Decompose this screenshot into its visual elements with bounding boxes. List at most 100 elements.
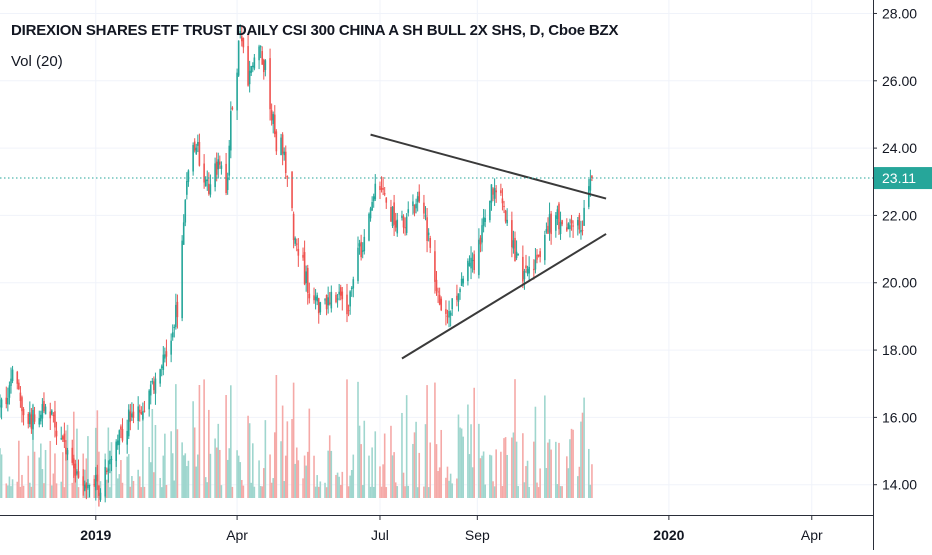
candle [269,48,271,121]
candle [569,218,571,238]
candle-body [413,204,416,214]
volume-bar [313,455,315,498]
candle-body [547,225,549,234]
candle [319,301,322,315]
candle [385,197,388,209]
volume-bar [175,384,177,498]
candle [451,298,454,316]
candle-body [96,474,99,482]
candle-body [0,405,1,407]
volume-bar [481,455,483,498]
volume-bar [129,486,132,498]
candle-body [424,215,427,217]
candle-body [297,248,300,256]
candle-body [525,265,527,269]
candle [484,209,486,228]
candle-body [544,234,546,261]
candle-body [434,251,436,282]
volume-bar [548,439,551,498]
candle-body [65,447,67,455]
candle [29,401,31,428]
volume-bar [418,452,421,498]
candle [237,40,240,78]
volume-bar [96,410,99,498]
trendline-lower[interactable] [401,233,607,360]
volume-indicator-label[interactable]: Vol (20) [11,53,63,70]
candle-body [204,179,207,187]
candle-body [479,237,482,245]
candle-body [286,176,289,178]
volume-bar [220,485,223,498]
candle [43,392,45,413]
candle [49,402,52,430]
last-price-badge [873,167,932,190]
candle-body [548,214,551,233]
candle [457,293,460,312]
volume-bar [493,486,496,498]
candle-body [481,225,483,243]
candle-body [82,476,85,486]
candles [0,24,593,507]
candle-body [209,184,212,195]
volume-bar [225,395,227,498]
candle [164,347,166,363]
volume-bar [358,425,361,498]
volume-bar [280,441,282,498]
candle [295,238,298,252]
volume-bar [19,486,22,498]
volume-bar [415,421,417,498]
candle [41,398,44,428]
volume-bar [492,481,494,498]
candle-body [248,70,251,85]
candle-body [32,409,34,430]
candle [303,240,306,286]
candle-body [115,441,117,462]
candle-body [225,163,227,194]
candle [437,287,439,303]
candle [440,296,443,312]
candle-body [313,295,315,301]
volume-bar [383,433,386,498]
candle-body [457,293,460,302]
volume-bar [291,419,293,498]
trendline-upper[interactable] [370,133,607,200]
candle [214,157,216,192]
volume-bar [391,455,394,498]
volume-bar [566,456,568,498]
candle-body [138,409,141,413]
candle-body [292,213,295,241]
candle-body [72,458,75,469]
candle [478,228,480,279]
candle [490,184,493,211]
candle [197,134,199,153]
candle-body [294,238,296,244]
candle [495,185,497,203]
volume-bar [504,437,507,498]
volume-bar [484,484,486,498]
candle [258,44,260,70]
candle-body [369,208,372,219]
candle-body [30,414,33,429]
candle [470,246,472,280]
candle [291,171,293,212]
candle [264,59,267,77]
candle [241,25,243,47]
candle [98,484,100,507]
candle-body [173,326,176,328]
candle-body [460,278,463,286]
candle-body [567,223,570,229]
candle-body [512,240,515,249]
candle-body [215,161,218,175]
candle-body [536,254,538,260]
candle-body [21,397,23,412]
volume-bar [347,486,350,498]
trendlines[interactable] [370,133,607,360]
candle-body [412,201,414,206]
candle-body [314,296,317,301]
candle-body [22,408,25,416]
candle [44,403,47,415]
candle-body [526,268,529,274]
candle-body [470,257,472,269]
candle-body [247,46,249,86]
